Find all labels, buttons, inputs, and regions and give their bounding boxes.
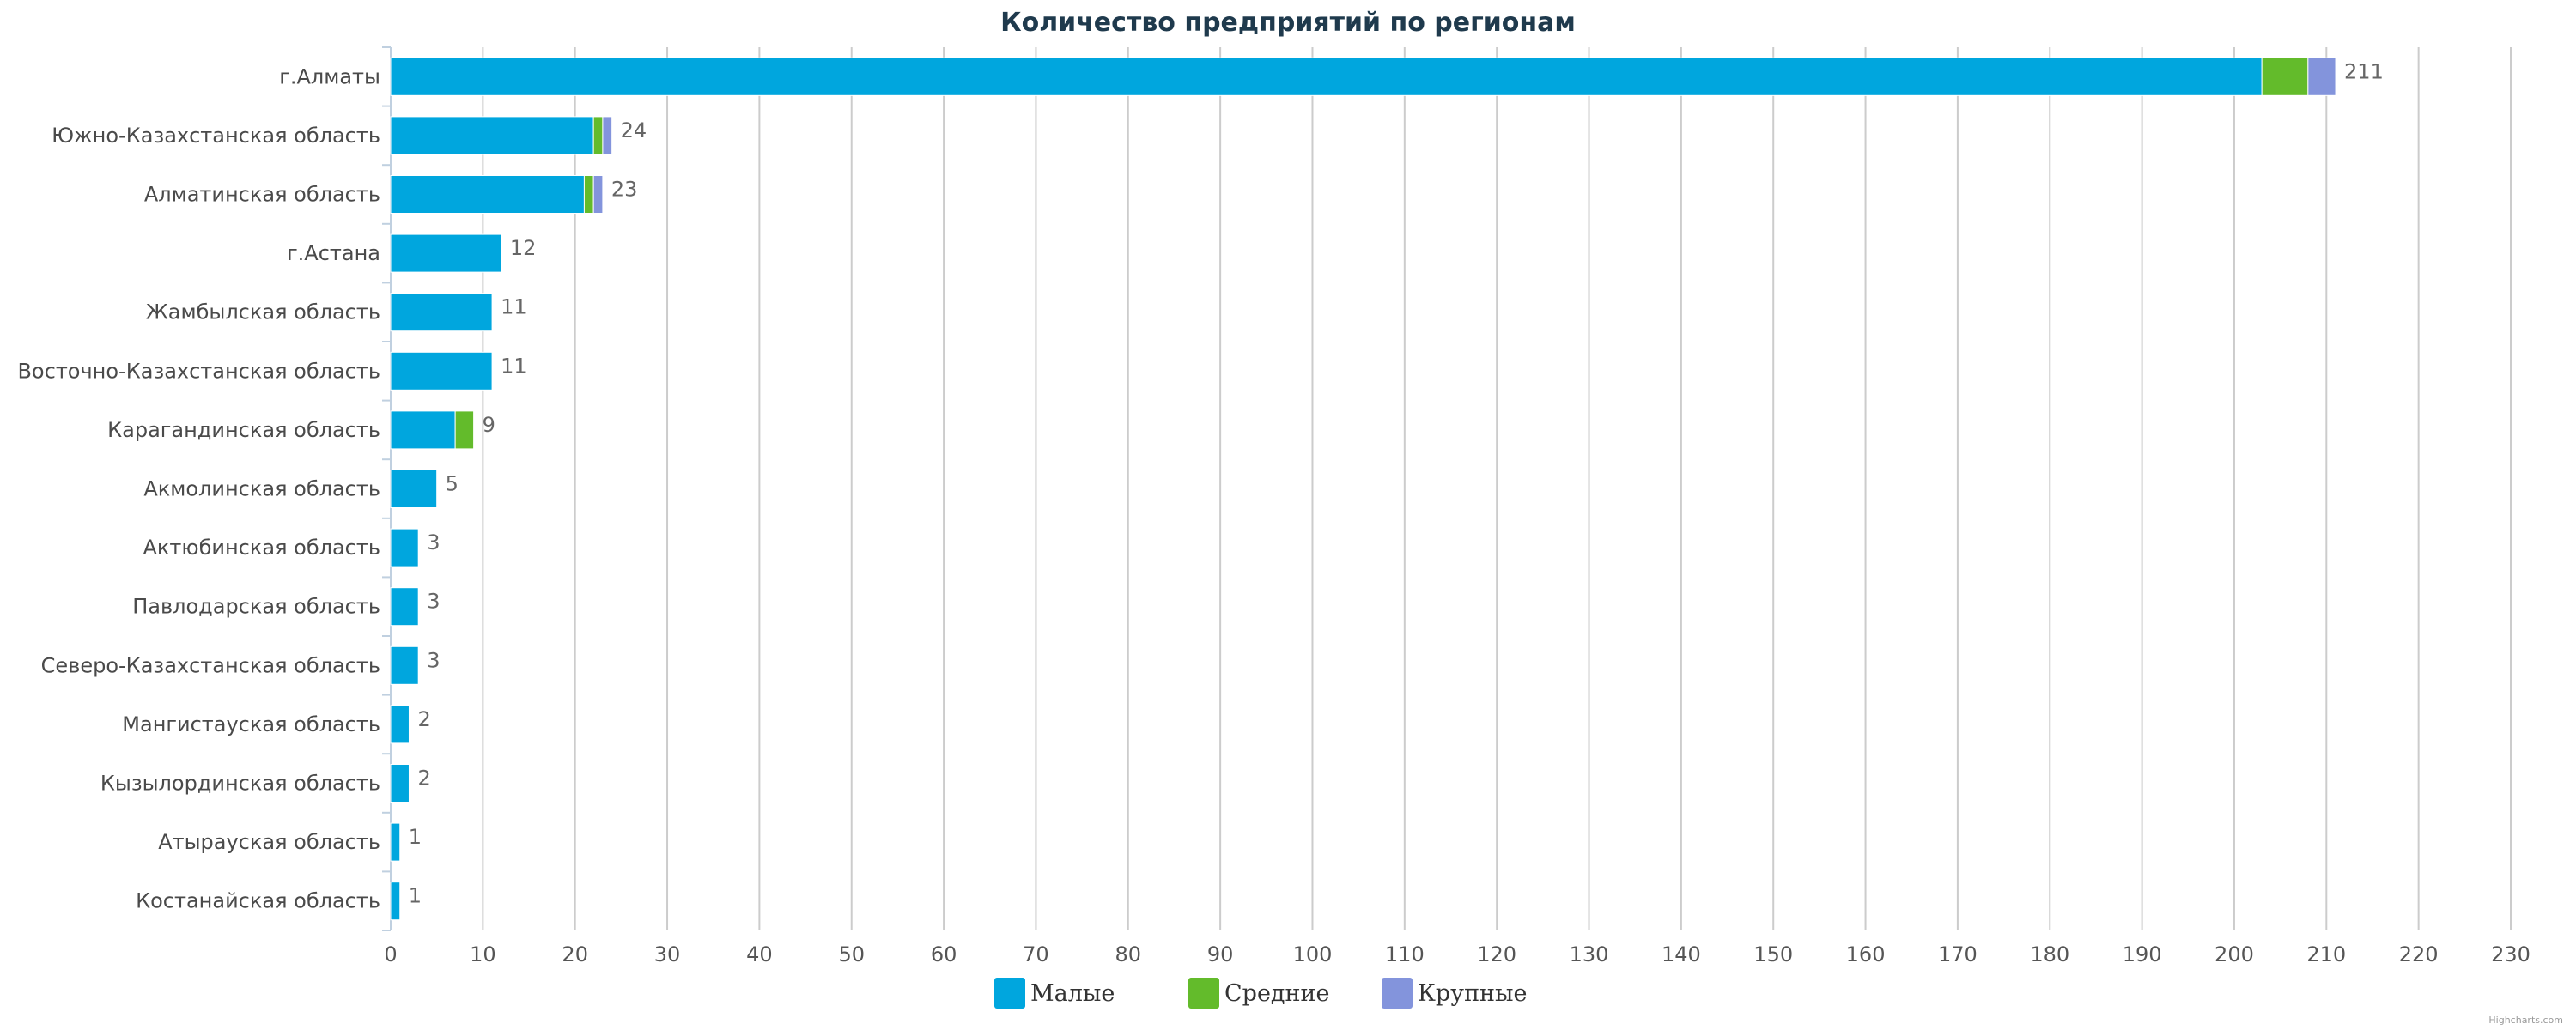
x-tick-label: 0 [384, 942, 397, 966]
category-label: Костанайская область [136, 889, 380, 913]
legend-swatch [994, 978, 1025, 1009]
x-tick-label: 50 [838, 942, 865, 966]
bar-small[interactable] [390, 528, 419, 567]
category-label: Мангистауская область [122, 712, 380, 736]
bar-medium[interactable] [583, 175, 594, 214]
bars [390, 57, 2336, 921]
x-tick-label: 90 [1207, 942, 1234, 966]
category-label: Кызылординская область [100, 772, 380, 796]
category-label: г.Астана [287, 241, 380, 265]
category-label: Карагандинская область [107, 418, 380, 442]
bar-small[interactable] [390, 57, 2263, 96]
x-tick-label: 60 [931, 942, 957, 966]
category-label: Атырауская область [158, 830, 380, 854]
data-label: 3 [427, 590, 440, 614]
category-label: Актюбинская область [143, 536, 380, 560]
category-label: Южно-Казахстанская область [52, 124, 380, 148]
bar-large[interactable] [602, 116, 613, 155]
x-tick-label: 150 [1753, 942, 1793, 966]
data-label: 1 [409, 825, 422, 849]
data-label: 11 [501, 354, 527, 378]
bar-small[interactable] [390, 705, 410, 744]
category-label: Павлодарская область [132, 595, 380, 619]
legend-label: Малые [1030, 980, 1115, 1007]
data-label: 24 [621, 118, 647, 142]
legend-swatch [1382, 978, 1413, 1009]
x-tick-label: 230 [2491, 942, 2530, 966]
credits-link[interactable]: Highcharts.com [2488, 1015, 2563, 1026]
data-label: 2 [417, 766, 430, 791]
data-label: 12 [510, 236, 537, 260]
bar-small[interactable] [390, 645, 419, 685]
x-tick-label: 180 [2030, 942, 2069, 966]
legend-item-large[interactable]: Крупные [1382, 978, 1528, 1009]
bar-small[interactable] [390, 882, 401, 921]
data-label: 211 [2344, 59, 2384, 83]
x-tick-label: 190 [2123, 942, 2162, 966]
category-label: Жамбылская область [146, 300, 380, 324]
bar-medium[interactable] [2261, 57, 2309, 96]
x-tick-label: 70 [1023, 942, 1049, 966]
bar-small[interactable] [390, 233, 502, 273]
legend-label: Крупные [1418, 980, 1528, 1007]
bar-small[interactable] [390, 293, 493, 332]
x-axis-ticks: 0 10 20 30 40 50 60 70 80 90 100 110 120 130 140 150 160… [384, 942, 2530, 966]
category-label: Алматинская область [144, 183, 380, 207]
bar-small[interactable] [390, 822, 401, 862]
x-tick-label: 170 [1938, 942, 1978, 966]
category-label: г.Алматы [279, 64, 380, 88]
bar-small[interactable] [390, 175, 585, 214]
legend-label: Средние [1224, 980, 1330, 1007]
x-tick-label: 120 [1477, 942, 1516, 966]
x-tick-label: 110 [1385, 942, 1425, 966]
gridlines [382, 46, 2512, 931]
x-tick-label: 20 [562, 942, 588, 966]
bar-small[interactable] [390, 470, 438, 508]
x-tick-label: 130 [1570, 942, 1609, 966]
bar-medium[interactable] [454, 410, 475, 450]
bar-large[interactable] [2307, 57, 2336, 96]
x-tick-label: 140 [1662, 942, 1701, 966]
category-labels: г.Алматы Южно-Казахстанская область Алмати… [17, 64, 380, 912]
bar-large[interactable] [592, 175, 604, 214]
data-label: 3 [427, 648, 440, 672]
data-label: 5 [446, 472, 459, 496]
x-tick-label: 100 [1293, 942, 1333, 966]
bar-small[interactable] [390, 410, 456, 450]
bar-medium[interactable] [592, 116, 604, 155]
x-tick-label: 200 [2215, 942, 2254, 966]
category-label: Акмолинская область [143, 477, 380, 501]
chart-title: Количество предприятий по регионам [1000, 8, 1576, 38]
data-label: 1 [409, 884, 422, 908]
category-label: Северо-Казахстанская область [41, 653, 380, 677]
x-tick-label: 220 [2399, 942, 2439, 966]
bar-small[interactable] [390, 351, 493, 391]
x-tick-label: 30 [654, 942, 681, 966]
x-tick-label: 210 [2306, 942, 2346, 966]
data-label: 9 [483, 413, 495, 437]
x-tick-label: 160 [1846, 942, 1886, 966]
x-tick-label: 10 [470, 942, 496, 966]
bar-small[interactable] [390, 116, 594, 155]
x-tick-label: 40 [746, 942, 773, 966]
legend-swatch [1188, 978, 1219, 1009]
data-label: 3 [427, 530, 440, 554]
legend: Малые Средние Крупные [994, 978, 1528, 1009]
category-label: Восточно-Казахстанская область [17, 359, 380, 383]
bar-small[interactable] [390, 764, 410, 803]
bar-small[interactable] [390, 587, 419, 627]
legend-item-medium[interactable]: Средние [1188, 978, 1330, 1009]
data-label: 23 [611, 178, 638, 202]
legend-item-small[interactable]: Малые [994, 978, 1115, 1009]
data-label: 2 [417, 707, 430, 731]
x-tick-label: 80 [1115, 942, 1142, 966]
data-label: 11 [501, 295, 527, 319]
